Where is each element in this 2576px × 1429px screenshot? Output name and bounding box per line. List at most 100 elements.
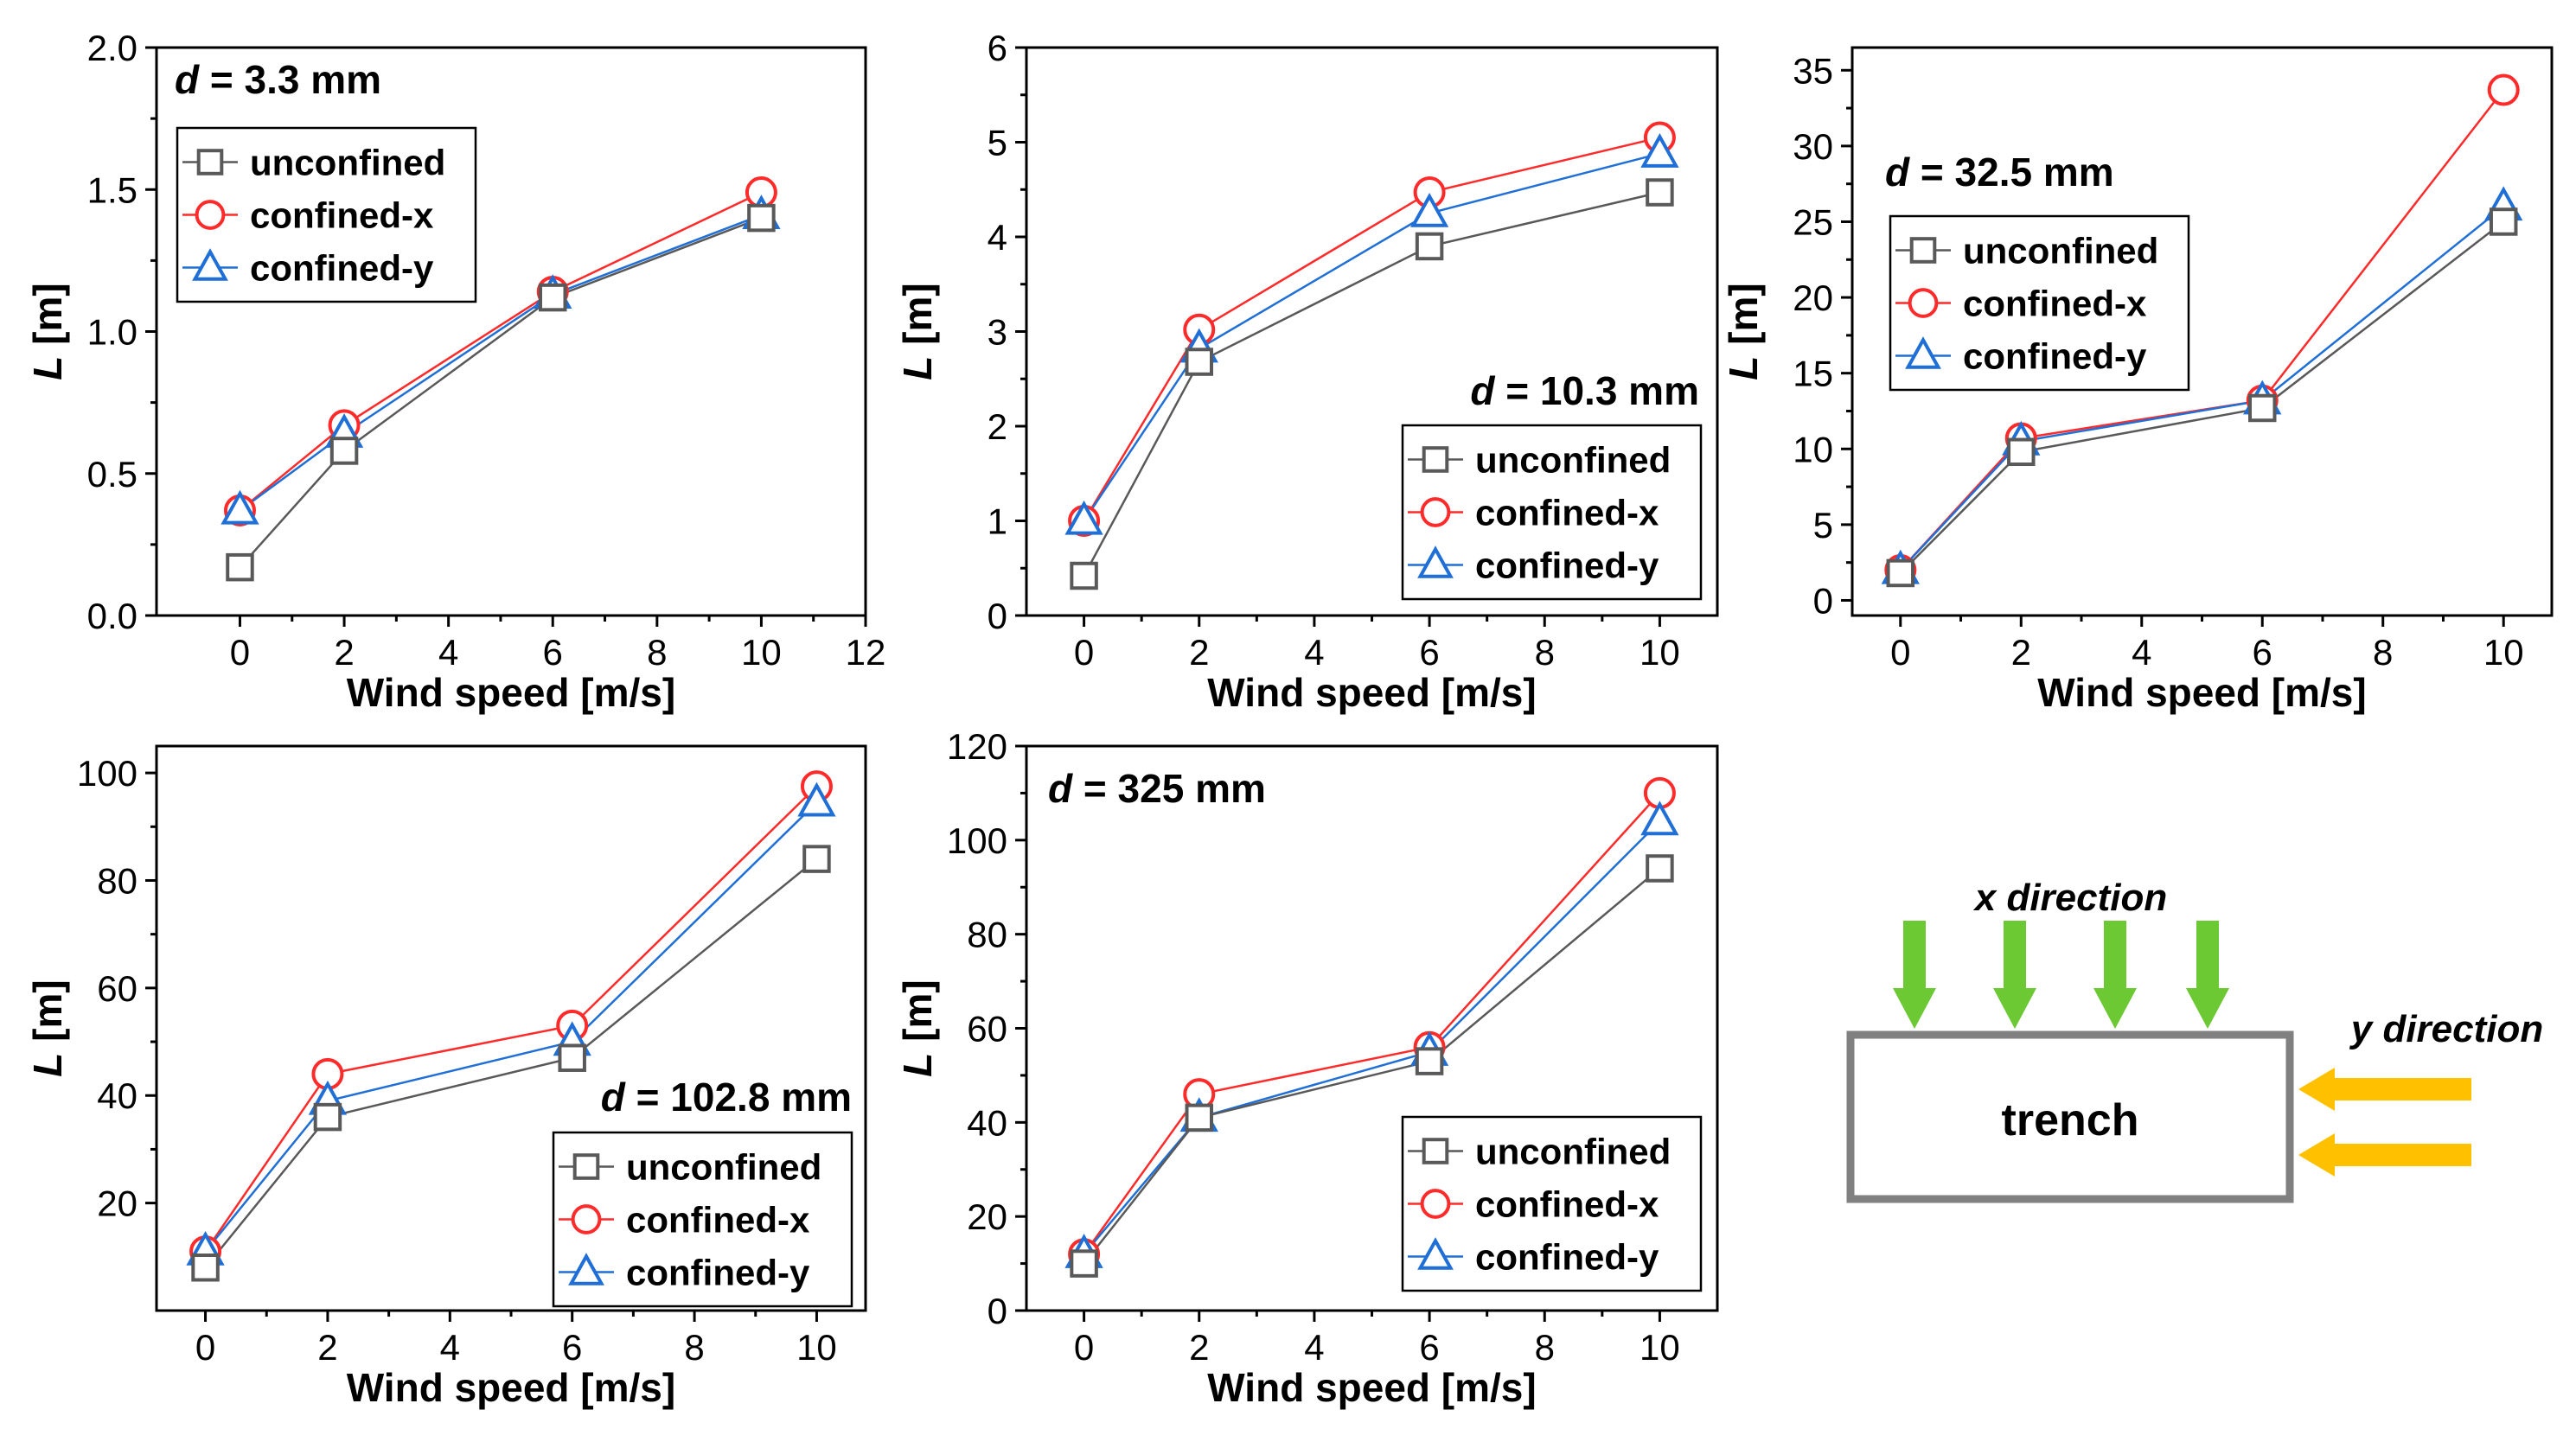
y-tick-label: 0 — [1813, 580, 1833, 621]
x-tick-label: 8 — [2373, 632, 2393, 673]
y-direction-arrows — [2298, 1068, 2471, 1177]
data-point-unconfined — [1886, 558, 1915, 588]
y-direction-arrow — [2298, 1068, 2471, 1111]
diameter-annotation: d = 3.3 mm — [175, 57, 381, 102]
y-axis-label: L [m] — [895, 979, 940, 1076]
x-tick-label: 2 — [317, 1327, 337, 1368]
legend-label-confined-x: confined-x — [626, 1200, 810, 1241]
x-tick-label: 4 — [2132, 632, 2151, 673]
diameter-annotation: d = 325 mm — [1048, 766, 1266, 811]
trench-direction-diagram: x direction trench y direction — [1846, 877, 2543, 1203]
y-tick-label: 20 — [97, 1183, 137, 1224]
y-tick-label: 1 — [988, 501, 1007, 542]
y-tick-label: 6 — [988, 28, 1007, 68]
legend-label-unconfined: unconfined — [1963, 231, 2158, 271]
data-point-unconfined — [747, 203, 776, 233]
data-point-unconfined — [226, 552, 254, 582]
y-tick-label: 5 — [1813, 505, 1833, 545]
y-axis-label: L [m] — [1721, 283, 1766, 380]
series-line-confined-y — [1083, 152, 1660, 522]
y-tick-label: 2 — [988, 406, 1007, 447]
legend-label-confined-x: confined-x — [1963, 284, 2147, 324]
data-point-unconfined — [1070, 561, 1098, 590]
series-line-unconfined — [1083, 867, 1661, 1265]
x-tick-label: 6 — [2253, 632, 2272, 673]
x-tick-label: 6 — [1419, 632, 1439, 673]
series-line-unconfined — [1899, 220, 2504, 574]
y-tick-label: 3 — [988, 312, 1007, 353]
y-tick-label: 40 — [967, 1102, 1007, 1143]
x-direction-arrow — [2186, 921, 2229, 1029]
legend-marker-unconfined — [1422, 1138, 1449, 1164]
y-tick-label: 1.0 — [87, 312, 137, 353]
x-tick-label: 2 — [1189, 632, 1209, 673]
x-tick-label: 10 — [796, 1327, 837, 1368]
x-tick-label: 10 — [2483, 632, 2524, 673]
x-tick-label: 0 — [1890, 632, 1910, 673]
x-direction-label: x direction — [1973, 877, 2168, 919]
legend-label-confined-y: confined-y — [1475, 545, 1659, 586]
y-tick-label: 0 — [988, 1291, 1007, 1331]
x-tick-label: 0 — [1074, 1327, 1094, 1368]
x-axis-label: Wind speed [m/s] — [1207, 1365, 1536, 1410]
x-tick-label: 2 — [334, 632, 354, 673]
y-direction-arrow — [2298, 1133, 2471, 1177]
legend-marker-confined-y — [1417, 1237, 1454, 1270]
legend-marker-confined-x — [195, 200, 226, 230]
x-axis-label: Wind speed [m/s] — [2037, 670, 2366, 715]
legend-marker-unconfined — [1422, 446, 1449, 473]
diameter-annotation: d = 102.8 mm — [601, 1075, 852, 1120]
data-point-confined-y — [221, 489, 259, 525]
data-point-confined-y — [1064, 500, 1103, 535]
legend-label-confined-y: confined-y — [1475, 1237, 1659, 1278]
legend-label-unconfined: unconfined — [626, 1147, 821, 1188]
legend-marker-confined-y — [1417, 545, 1454, 578]
series-line-confined-y — [239, 214, 762, 512]
legend-marker-unconfined — [572, 1153, 600, 1180]
y-tick-label: 0 — [988, 596, 1007, 636]
data-point-unconfined — [2247, 393, 2277, 423]
x-tick-label: 4 — [438, 632, 458, 673]
y-tick-label: 5 — [988, 123, 1007, 163]
y-tick-label: 80 — [97, 860, 137, 901]
x-axis-label: Wind speed [m/s] — [1207, 670, 1536, 715]
y-tick-label: 60 — [97, 968, 137, 1009]
y-tick-label: 35 — [1793, 50, 1833, 91]
series-line-unconfined — [204, 858, 818, 1269]
legend-marker-unconfined — [196, 149, 224, 175]
x-direction-arrow — [1993, 921, 2036, 1029]
data-point-unconfined — [558, 1043, 586, 1072]
series-line-confined-y — [1899, 205, 2504, 571]
legend-label-confined-y: confined-y — [250, 248, 434, 289]
data-point-unconfined — [2007, 437, 2036, 467]
x-tick-label: 2 — [2011, 632, 2031, 673]
legend-label-unconfined: unconfined — [250, 143, 445, 183]
y-axis-label: L [m] — [895, 283, 940, 380]
x-tick-label: 8 — [1535, 632, 1555, 673]
data-point-unconfined — [313, 1102, 342, 1132]
x-tick-label: 2 — [1189, 1327, 1209, 1368]
y-tick-label: 20 — [1793, 278, 1833, 318]
data-point-unconfined — [1415, 232, 1444, 261]
x-tick-label: 6 — [543, 632, 563, 673]
x-tick-label: 10 — [1640, 632, 1680, 673]
data-point-confined-y — [1640, 801, 1679, 836]
legend-marker-confined-y — [192, 248, 228, 281]
y-tick-label: 40 — [97, 1075, 137, 1116]
legend-label-unconfined: unconfined — [1475, 440, 1671, 481]
data-point-unconfined — [191, 1253, 220, 1282]
series-line-unconfined — [1083, 191, 1660, 577]
data-point-unconfined — [329, 437, 359, 465]
data-point-unconfined — [1185, 348, 1213, 376]
y-tick-label: 80 — [967, 915, 1007, 955]
legend-label-confined-y: confined-y — [1963, 336, 2147, 377]
x-tick-label: 4 — [440, 1327, 460, 1368]
x-tick-label: 8 — [684, 1327, 704, 1368]
data-point-unconfined — [1646, 178, 1674, 207]
y-tick-label: 120 — [947, 726, 1007, 767]
legend-marker-confined-x — [571, 1204, 602, 1234]
data-point-unconfined — [2489, 207, 2518, 236]
x-tick-label: 4 — [1304, 1327, 1324, 1368]
